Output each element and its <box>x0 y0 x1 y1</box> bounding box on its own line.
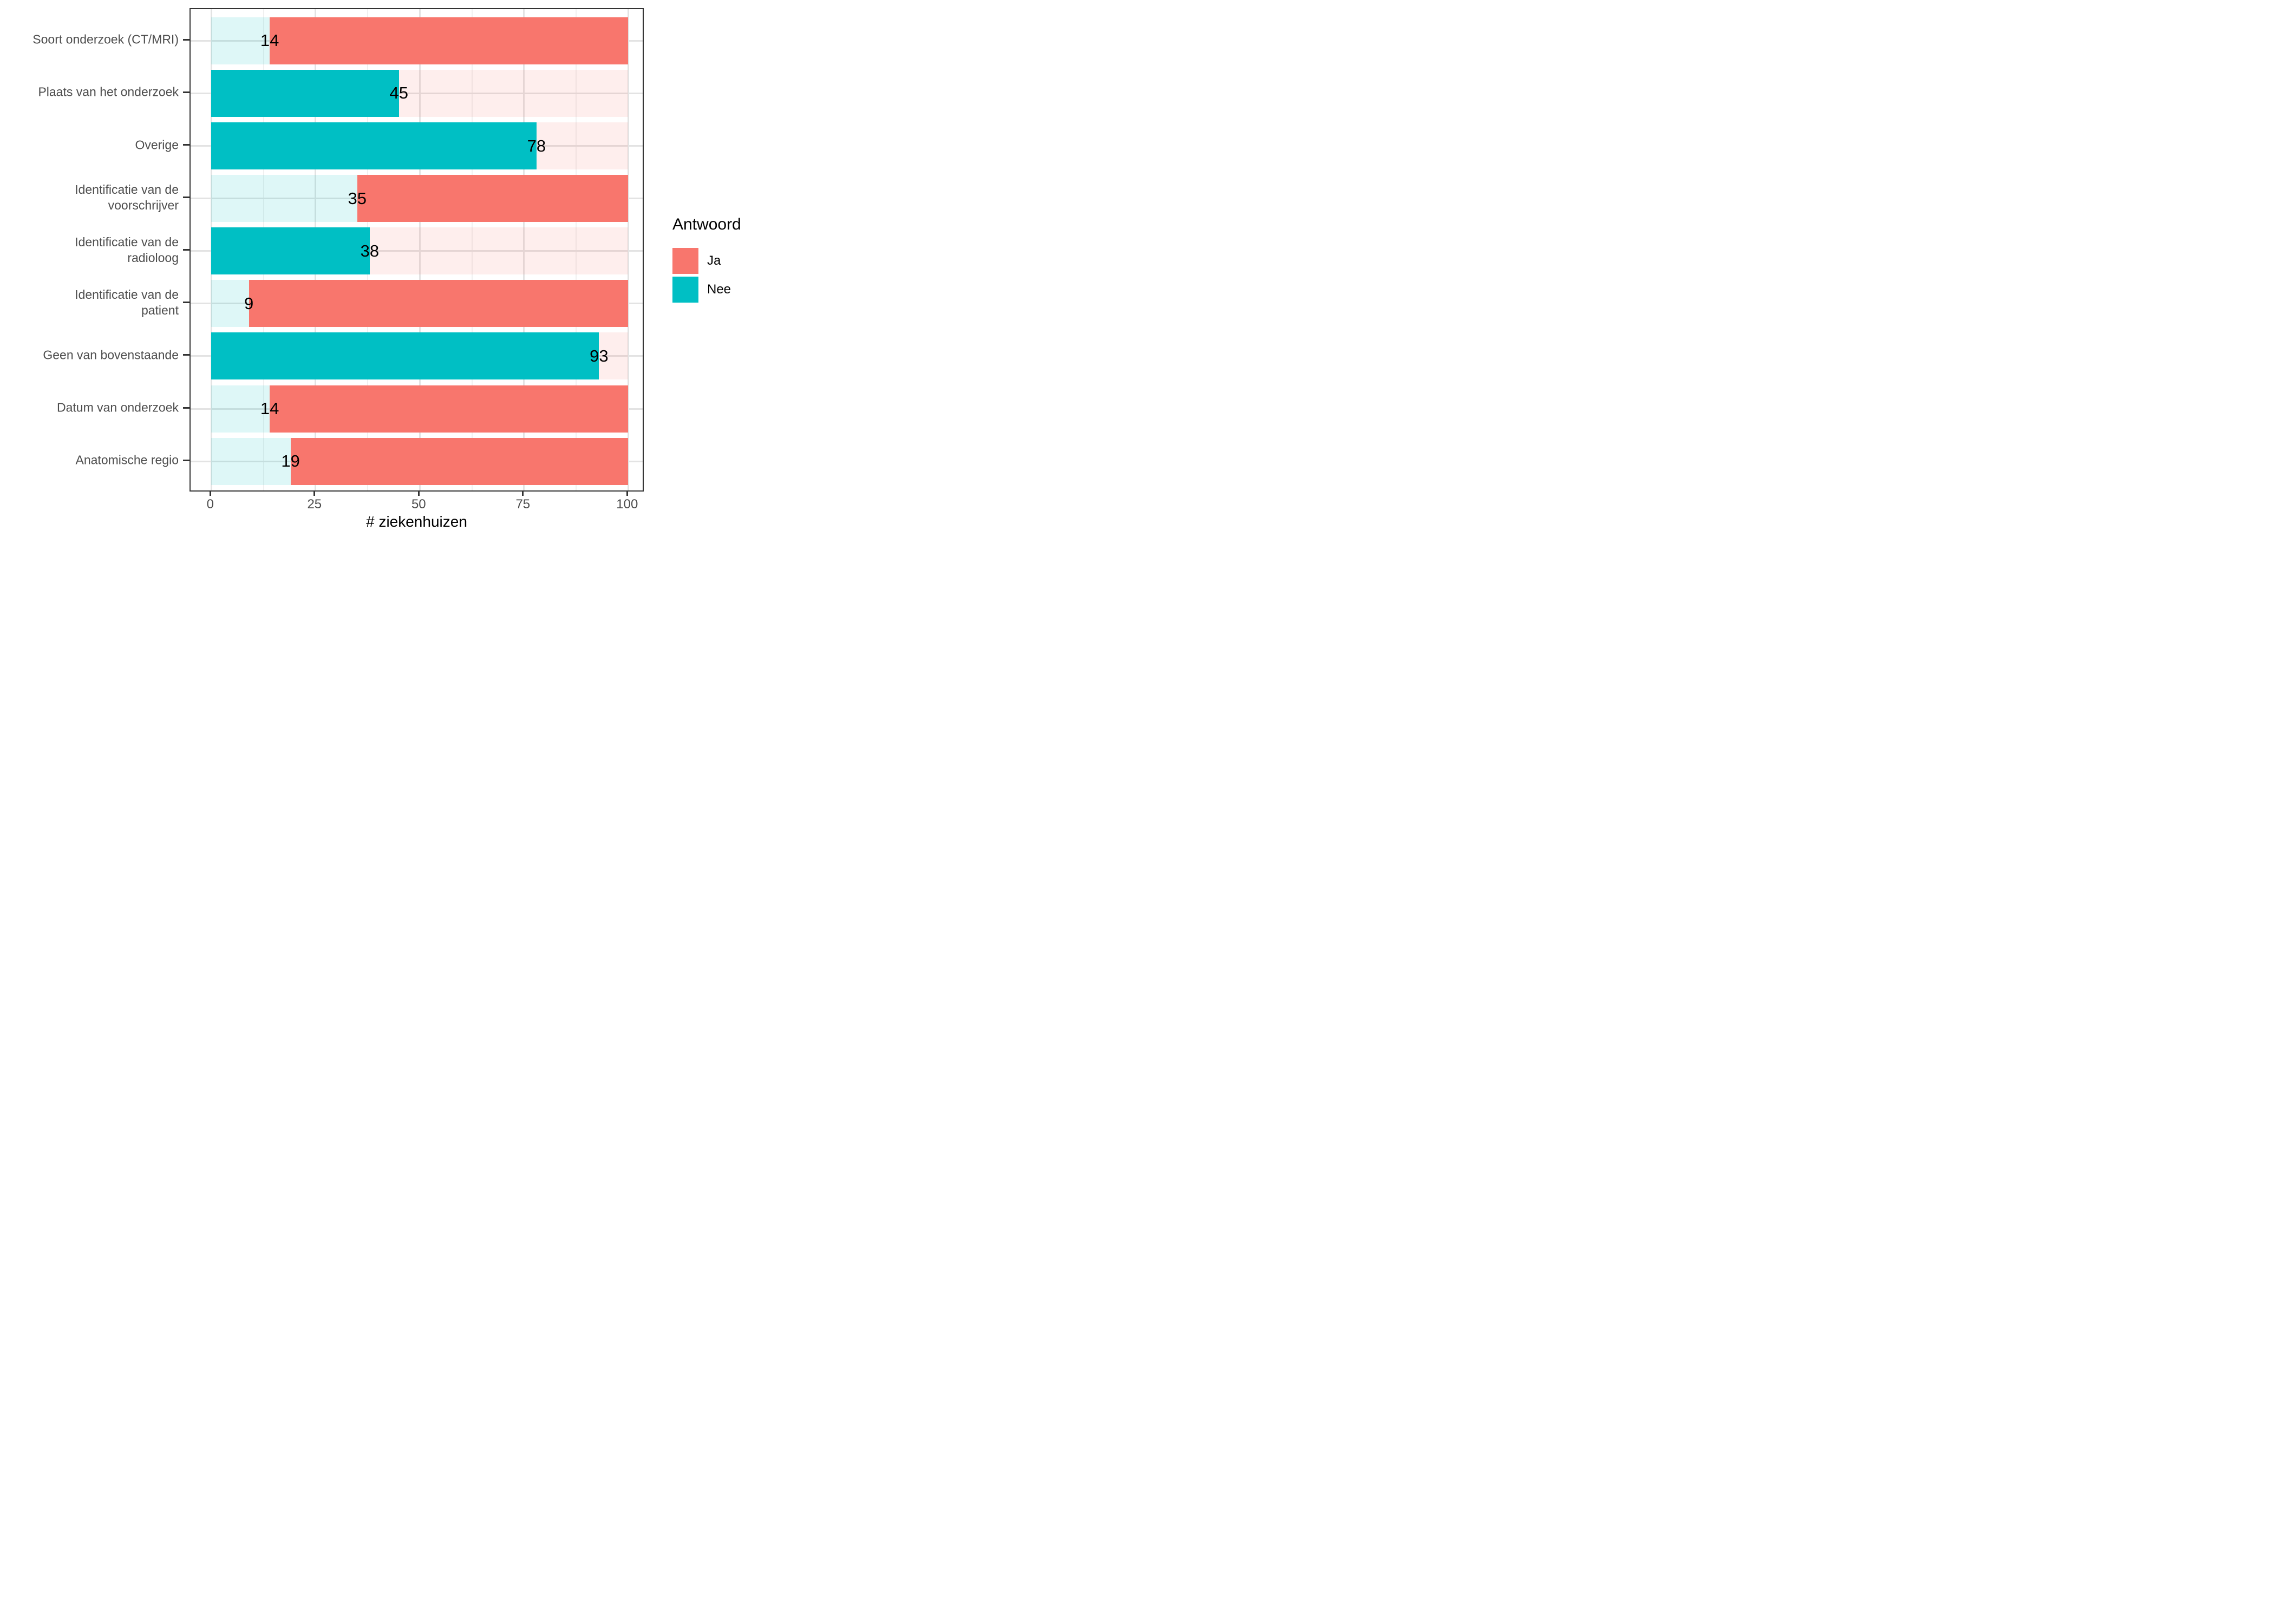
x-axis-tick-label: 50 <box>411 497 426 512</box>
bar-segment-nee <box>211 437 291 485</box>
bar-segment-nee <box>211 175 357 222</box>
bar-value-label: 14 <box>260 31 279 50</box>
y-axis-tick <box>183 38 190 41</box>
y-axis-tick <box>183 197 190 199</box>
x-axis-tick-label: 100 <box>616 497 638 512</box>
bar-segment-ja <box>357 175 629 222</box>
legend-swatch-nee <box>672 277 698 303</box>
bar-row <box>211 280 629 328</box>
bar-segment-ja <box>599 332 629 380</box>
y-axis-label: Overige <box>135 137 179 152</box>
y-axis-label: Datum van onderzoek <box>56 400 179 415</box>
bar-segment-ja <box>369 227 629 275</box>
legend-swatch-ja <box>672 248 698 274</box>
bar-value-label: 9 <box>244 293 254 313</box>
bar-value-label: 19 <box>281 451 300 471</box>
bar-segment-ja <box>536 122 629 169</box>
y-axis-tick <box>183 354 190 356</box>
x-axis-tick <box>626 492 628 496</box>
x-axis-tick <box>209 492 211 496</box>
bar-segment-nee <box>211 280 249 328</box>
bar-value-label: 38 <box>360 241 380 260</box>
legend-label-nee: Nee <box>707 282 731 297</box>
bar-segment-nee <box>211 385 270 433</box>
gridline-vertical-major <box>523 9 525 490</box>
x-axis-tick-label: 25 <box>307 497 322 512</box>
bar-segment-nee <box>211 69 399 117</box>
x-axis-tick-label: 0 <box>206 497 214 512</box>
bar-row <box>211 332 629 380</box>
legend-label-ja: Ja <box>707 253 721 268</box>
bar-segment-ja <box>249 280 629 328</box>
gridline-vertical-major <box>419 9 421 490</box>
bar-segment-nee <box>211 227 370 275</box>
bar-value-label: 14 <box>260 399 279 418</box>
bar-segment-nee <box>211 122 537 169</box>
y-axis-label: Plaats van het onderzoek <box>38 84 179 99</box>
legend-title: Antwoord <box>672 215 741 233</box>
y-axis-tick <box>183 407 190 409</box>
y-axis-label: Identificatie van de voorschrijver <box>75 182 179 212</box>
y-axis-tick <box>183 91 190 93</box>
bar-value-label: 35 <box>348 188 367 208</box>
y-axis-label: Identificatie van de radioloog <box>75 234 179 265</box>
bar-row <box>211 175 629 222</box>
x-axis-title: # ziekenhuizen <box>366 513 467 530</box>
bar-row <box>211 69 629 117</box>
bar-value-label: 78 <box>527 136 546 155</box>
y-axis-label: Soort onderzoek (CT/MRI) <box>32 32 179 47</box>
gridline-vertical-minor <box>576 9 577 490</box>
bar-row <box>211 437 629 485</box>
plot-panel: 14 45 78 35 38 9 93 14 19 <box>190 8 644 492</box>
y-axis-label: Identificatie van de patient <box>75 287 179 317</box>
x-axis-tick <box>522 492 524 496</box>
gridline-vertical-major <box>627 9 629 490</box>
legend-key-ja: Ja <box>672 248 741 274</box>
bar-segment-nee <box>211 17 270 64</box>
legend-key-nee: Nee <box>672 277 741 303</box>
x-axis-tick <box>417 492 420 496</box>
legend: Antwoord Ja Nee <box>672 215 741 305</box>
bar-segment-ja <box>270 17 629 64</box>
bar-segment-ja <box>398 69 629 117</box>
chart-figure: Soort onderzoek (CT/MRI) Plaats van het o… <box>0 0 758 541</box>
y-axis-label: Geen van bovenstaande <box>43 348 179 362</box>
bar-segment-ja <box>270 385 629 433</box>
bar-segment-nee <box>211 332 599 380</box>
bar-row <box>211 17 629 64</box>
bar-value-label: 45 <box>389 83 409 103</box>
gridline-vertical-minor <box>471 9 473 490</box>
bar-row <box>211 227 629 275</box>
bar-row <box>211 122 629 169</box>
bar-row <box>211 385 629 433</box>
x-axis-tick-label: 75 <box>515 497 531 512</box>
gridline-horizontal-major <box>191 92 643 94</box>
gridline-horizontal-major <box>191 250 643 252</box>
y-axis-tick <box>183 459 190 461</box>
y-axis-tick <box>183 302 190 304</box>
y-axis-label: Anatomische regio <box>75 453 179 467</box>
y-axis-tick <box>183 249 190 251</box>
y-axis-tick <box>183 144 190 146</box>
bar-value-label: 93 <box>590 346 609 365</box>
bar-segment-ja <box>290 437 629 485</box>
x-axis-tick <box>313 492 316 496</box>
